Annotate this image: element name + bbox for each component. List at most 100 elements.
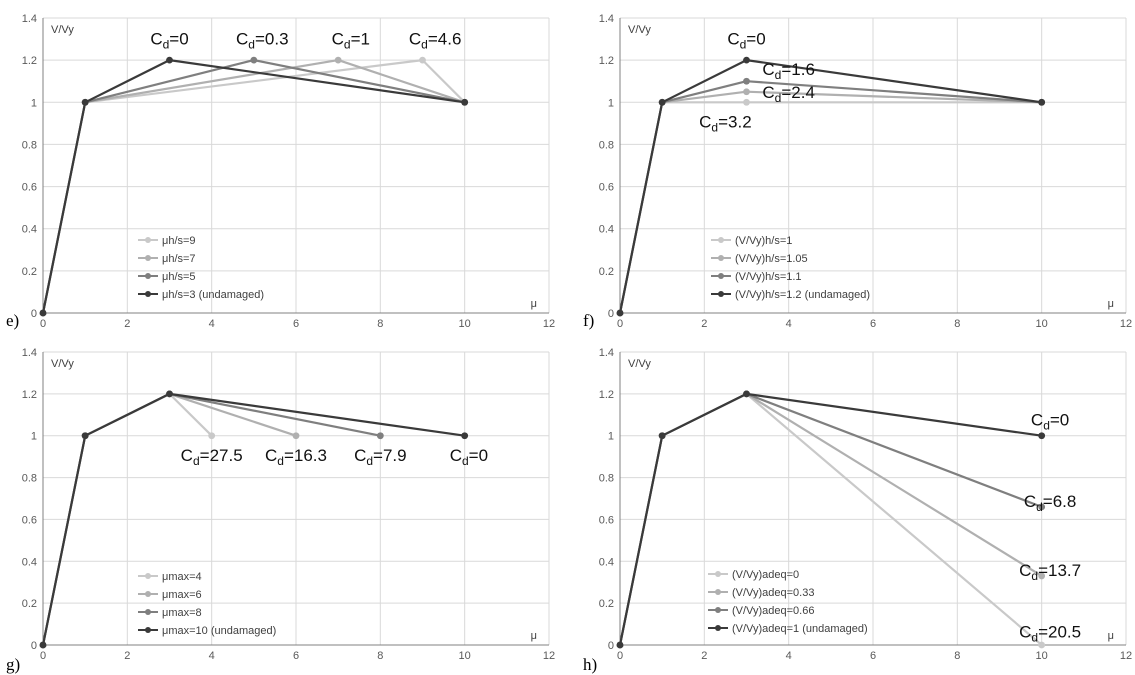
chart-panel-3: 0 0.2 0.4 0.6 0.8 1 1.2 1.4 0 2 4 6 8 10 12 V/Vy μ μmax=4… <box>6 347 555 674</box>
legend-swatch-marker <box>718 237 724 243</box>
data-point <box>743 98 750 106</box>
data-point <box>743 390 750 398</box>
legend-swatch-marker <box>145 591 151 597</box>
data-point <box>461 432 469 440</box>
x-tick-label: 8 <box>954 650 960 662</box>
x-tick-label: 2 <box>124 650 130 662</box>
y-tick-label: 0.2 <box>22 598 37 610</box>
y-tick-label: 0 <box>31 640 37 652</box>
data-point <box>461 98 469 106</box>
annotation-cd: Cd=2.4 <box>762 83 815 105</box>
annotation-cd: Cd=16.3 <box>265 446 327 468</box>
series-line-4 <box>41 58 465 314</box>
y-axis-label: V/Vy <box>51 358 74 370</box>
legend: μh/s=9 μh/s=7 μh/s=5 μh/s=3 (undamaged) <box>138 235 264 301</box>
y-tick-label: 0.6 <box>599 514 614 526</box>
data-point <box>743 77 750 85</box>
legend-entry-label: μmax=4 <box>162 571 202 583</box>
legend-entry-label: (V/Vy)h/s=1 <box>735 235 792 247</box>
data-point <box>1038 503 1046 511</box>
legend-swatch-marker <box>718 273 724 279</box>
legend: (V/Vy)adeq=0 (V/Vy)adeq=0.33 (V/Vy)adeq=0.… <box>708 569 868 635</box>
data-point <box>166 390 173 398</box>
legend-entry-label: μmax=10 (undamaged) <box>162 625 276 637</box>
series-line-1 <box>618 101 1042 314</box>
y-tick-label: 0.4 <box>599 556 614 568</box>
x-tick-label: 8 <box>377 650 383 662</box>
chart-panel-1: 0 0.2 0.4 0.6 0.8 1 1.2 1.4 0 2 4 6 8 10 12 V/Vy μ μh/s=9… <box>6 13 555 330</box>
x-tick-label: 2 <box>124 318 130 330</box>
y-tick-label: 1.4 <box>22 347 37 359</box>
series-line-2 <box>618 90 1042 314</box>
y-tick-label: 0 <box>608 308 614 320</box>
y-tick-label: 1 <box>608 431 614 443</box>
y-tick-label: 0.6 <box>22 514 37 526</box>
series-line-4 <box>41 392 465 646</box>
legend-entry-label: (V/Vy)adeq=0 <box>732 569 799 581</box>
x-axis-label: μ <box>531 298 537 310</box>
legend-entry-label: (V/Vy)adeq=0.66 <box>732 605 814 617</box>
series-line-4 <box>618 58 1042 314</box>
x-tick-label: 10 <box>1036 650 1048 662</box>
legend-swatch-marker <box>145 573 151 579</box>
y-tick-label: 0.8 <box>599 139 614 151</box>
panel-label: e) <box>6 311 19 330</box>
y-tick-label: 0.2 <box>599 598 614 610</box>
y-axis-label: V/Vy <box>51 24 74 36</box>
annotation-cd: Cd=1 <box>332 29 370 51</box>
data-point <box>658 432 666 440</box>
x-axis-label: μ <box>531 630 537 642</box>
x-tick-label: 8 <box>954 318 960 330</box>
y-tick-label: 1.4 <box>22 13 37 25</box>
data-point <box>616 309 624 317</box>
data-point <box>376 432 384 440</box>
annotation-cd: Cd=13.7 <box>1019 561 1081 583</box>
annotation-cd: Cd=6.8 <box>1024 492 1077 514</box>
panel-label: h) <box>583 655 597 674</box>
data-point <box>1038 572 1046 580</box>
x-tick-label: 10 <box>459 318 471 330</box>
series-line-3 <box>618 80 1042 314</box>
x-tick-label: 10 <box>459 650 471 662</box>
annotation-cd: Cd=0 <box>727 29 765 51</box>
x-axis-label: μ <box>1108 630 1114 642</box>
x-tick-label: 0 <box>40 650 46 662</box>
y-tick-label: 1.2 <box>599 389 614 401</box>
legend-entry-label: (V/Vy)h/s=1.2 (undamaged) <box>735 289 870 301</box>
legend-entry-label: μh/s=7 <box>162 253 196 265</box>
x-tick-label: 6 <box>870 650 876 662</box>
legend-swatch-marker <box>145 291 151 297</box>
panel-label: f) <box>583 311 594 330</box>
data-point <box>166 56 173 64</box>
y-tick-label: 0.6 <box>22 182 37 194</box>
annotation-cd: Cd=4.6 <box>409 29 462 51</box>
legend-swatch-marker <box>715 571 721 577</box>
x-tick-label: 12 <box>1120 650 1132 662</box>
x-tick-label: 6 <box>870 318 876 330</box>
series-line-4 <box>618 392 1042 646</box>
y-tick-label: 1 <box>608 97 614 109</box>
data-point <box>1038 641 1046 649</box>
annotation-cd: Cd=27.5 <box>181 446 243 468</box>
chart-panel-2: 0 0.2 0.4 0.6 0.8 1 1.2 1.4 0 2 4 6 8 10 12 V/Vy μ (V/Vy)… <box>583 13 1132 330</box>
annotation-cd: Cd=20.5 <box>1019 623 1081 645</box>
x-tick-label: 4 <box>786 318 792 330</box>
x-tick-label: 4 <box>786 650 792 662</box>
data-point <box>208 432 216 440</box>
x-tick-label: 0 <box>617 650 623 662</box>
y-tick-label: 1.4 <box>599 13 614 25</box>
x-tick-label: 12 <box>543 650 555 662</box>
x-axis-label: μ <box>1108 298 1114 310</box>
legend-swatch-marker <box>145 609 151 615</box>
legend-swatch-marker <box>715 589 721 595</box>
y-tick-label: 1.2 <box>599 55 614 67</box>
x-tick-label: 4 <box>209 650 215 662</box>
annotation-cd: Cd=7.9 <box>354 446 407 468</box>
panel-label: g) <box>6 655 20 674</box>
legend-swatch-marker <box>145 273 151 279</box>
x-tick-label: 2 <box>701 318 707 330</box>
x-tick-label: 6 <box>293 318 299 330</box>
y-tick-label: 1 <box>31 97 37 109</box>
legend-entry-label: (V/Vy)adeq=0.33 <box>732 587 814 599</box>
